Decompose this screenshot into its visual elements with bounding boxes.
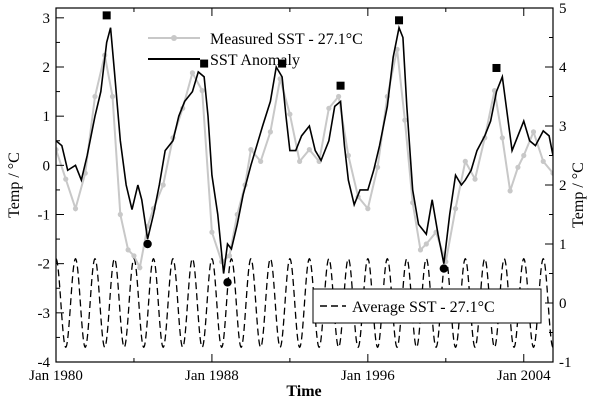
y-axis-right-title: Temp / °C (570, 162, 587, 228)
measured-sst-point (56, 147, 59, 153)
trough-marker (223, 278, 232, 287)
measured-sst-point (472, 176, 478, 182)
x-tick-label: Jan 1980 (29, 368, 83, 384)
x-tick-label: Jan 2004 (497, 368, 551, 384)
y-left-tick-label: 1 (43, 109, 51, 125)
y-left-tick-label: 2 (43, 60, 51, 76)
measured-sst-point (267, 129, 273, 135)
legend-upper: Measured SST - 27.1°C SST Anomaly (148, 31, 363, 69)
y-right-tick-label: -1 (559, 355, 572, 371)
measured-sst-point (63, 176, 69, 182)
measured-sst-point (189, 70, 196, 76)
x-tick-label: Jan 1996 (341, 368, 395, 384)
measured-sst-point (209, 229, 215, 235)
measured-sst-point (402, 117, 408, 123)
y-right-tick-label: 3 (559, 119, 567, 135)
measured-sst-point (452, 206, 459, 212)
measured-sst-point (92, 93, 98, 100)
x-axis-title: Time (286, 383, 321, 400)
peak-marker (336, 81, 345, 90)
measured-sst-point (365, 206, 371, 212)
measured-sst-point (297, 158, 303, 164)
y-right-tick-label: 5 (559, 1, 567, 17)
legend-measured-dot (171, 35, 177, 41)
measured-sst-point (226, 253, 233, 259)
measured-sst-point (306, 147, 312, 153)
measured-sst-point (521, 152, 527, 159)
measured-sst-point (423, 241, 429, 247)
peak-marker (200, 59, 209, 68)
measured-sst-point (499, 135, 505, 141)
measured-sst-point (507, 188, 513, 194)
y-left-tick-label: -4 (38, 355, 51, 371)
measured-sst-point (287, 111, 293, 117)
legend-lower-box (312, 288, 542, 324)
y-axis-left-title: Temp / °C (6, 152, 23, 218)
legend-anomaly-label: SST Anomaly (210, 52, 300, 69)
measured-sst-point (374, 164, 381, 170)
peak-marker (102, 11, 111, 20)
y-right-tick-label: 2 (559, 178, 567, 194)
measured-sst-point (258, 158, 264, 164)
y-left-tick-label: -2 (38, 257, 51, 273)
measured-sst-point (248, 147, 254, 153)
measured-sst-point (515, 164, 521, 170)
measured-sst-point (131, 253, 137, 259)
measured-sst-point (125, 247, 131, 253)
y-left-tick-label: 3 (43, 11, 51, 27)
y-left-tick-label: 0 (43, 158, 51, 174)
measured-sst-point (160, 182, 166, 188)
measured-sst-point (540, 158, 546, 164)
measured-sst-point (326, 105, 332, 111)
measured-sst-point (72, 206, 79, 212)
x-tick-label: Jan 1988 (185, 368, 239, 384)
peak-marker (395, 16, 404, 25)
marker-layer (102, 11, 501, 287)
measured-sst-point (345, 152, 351, 159)
y-right-tick-label: 1 (559, 237, 567, 253)
measured-sst-point (137, 265, 143, 271)
measured-sst-point (462, 158, 468, 164)
measured-sst-point (417, 247, 424, 253)
trough-marker (143, 239, 152, 249)
peak-marker (278, 59, 287, 68)
y-right-tick-label: 0 (559, 296, 567, 312)
legend-lower: Average SST - 27.1°C (312, 288, 542, 324)
measured-sst-point (199, 88, 205, 94)
y-left-tick-label: -3 (38, 306, 51, 322)
series-sst-anomaly (56, 24, 553, 274)
measured-sst-point (336, 93, 342, 100)
trough-marker (439, 264, 449, 273)
measured-sst-point (530, 129, 537, 135)
y-right-tick-label: 4 (559, 60, 567, 76)
axis-layer: -4 -3 -2 -1 0 1 2 3 -1 0 1 2 3 4 5 Jan 1980 Jan 1988 Jan … (29, 1, 571, 384)
measured-sst-point (550, 170, 553, 176)
series-measured-sst (56, 49, 553, 271)
measured-sst-point (117, 211, 123, 218)
legend-average-label: Average SST - 27.1°C (352, 299, 495, 316)
legend-measured-label: Measured SST - 27.1°C (210, 31, 363, 48)
peak-marker (492, 63, 501, 72)
y-left-tick-label: -1 (38, 208, 51, 224)
measured-sst-point (109, 93, 116, 100)
